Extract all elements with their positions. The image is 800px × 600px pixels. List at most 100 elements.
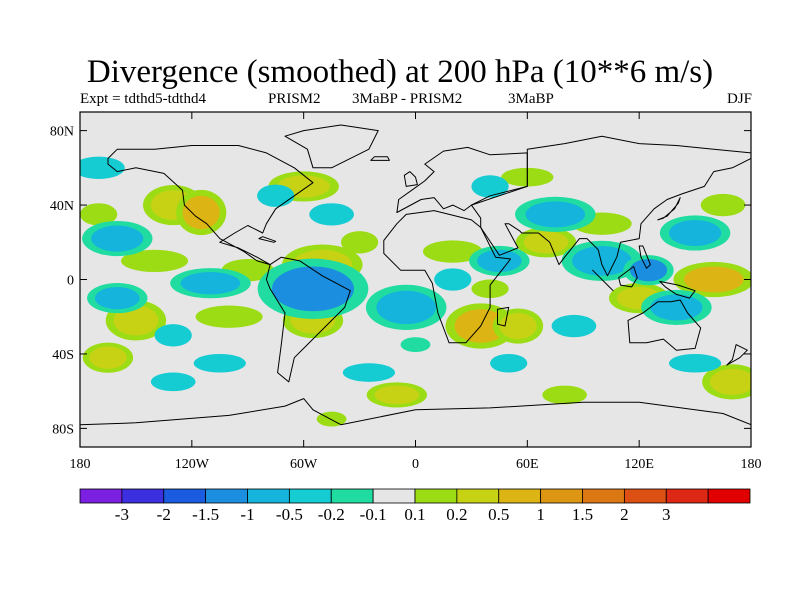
coastline-south-america — [265, 256, 351, 383]
divergence-negative-region — [342, 363, 395, 382]
y-tick-label: 0 — [67, 274, 74, 289]
colorbar-swatch — [163, 488, 207, 504]
divergence-positive-region — [499, 313, 537, 340]
divergence-positive-region — [113, 305, 159, 336]
coastline-sumatra — [592, 269, 614, 292]
divergence-negative-region — [150, 372, 196, 392]
colorbar-swatch — [330, 488, 374, 504]
colorbar-label: 1.5 — [571, 505, 594, 524]
divergence-negative-region — [80, 156, 125, 179]
subtitle-center-1: PRISM2 — [268, 91, 321, 107]
coastline-australia — [627, 299, 702, 351]
colorbar-label: -1 — [240, 505, 255, 524]
coastline-antarctica — [80, 398, 751, 447]
colorbar-label: 0.2 — [446, 505, 468, 524]
coastline-borneo — [618, 266, 638, 288]
divergence-negative-region — [193, 353, 246, 373]
divergence-negative-region — [376, 290, 437, 325]
divergence-negative-region — [668, 353, 722, 373]
x-tick-label: 60W — [290, 457, 318, 472]
x-tick-label: 120E — [624, 457, 654, 472]
divergence-positive-region — [422, 240, 483, 263]
subtitle-center-3: 3MaBP — [508, 91, 554, 107]
colorbar-label: -2 — [156, 505, 171, 524]
subtitle-center-2: 3MaBP - PRISM2 — [352, 91, 463, 107]
divergence-negative-region — [400, 337, 431, 353]
coastline-greenland — [284, 124, 379, 169]
experiment-label: Expt = tdthd5-tdthd4 — [80, 91, 206, 107]
colorbar-label: -0.2 — [317, 505, 345, 524]
y-tick-label: 40N — [50, 199, 74, 214]
colorbar-label: 0.5 — [488, 505, 510, 524]
divergence-negative-region — [477, 249, 522, 273]
x-tick-label: 60E — [516, 457, 539, 472]
divergence-positive-region — [683, 266, 744, 293]
coastline-asia — [470, 135, 751, 277]
y-tick-label: 80S — [52, 422, 74, 437]
colorbar-swatch — [121, 488, 165, 504]
divergence-negative-region — [309, 203, 354, 226]
colorbar-swatch — [582, 488, 625, 504]
divergence-negative-region — [650, 294, 703, 321]
colorbar-label: 1 — [536, 505, 545, 524]
x-tick-label: 0 — [412, 457, 419, 472]
colorbar-swatch — [498, 488, 542, 504]
coastline-iceland — [370, 156, 390, 161]
divergence-negative-region — [271, 266, 354, 312]
divergence-negative-region — [490, 353, 528, 373]
colorbar-label: 3 — [662, 505, 671, 524]
colorbar-swatch — [414, 488, 458, 504]
coastline-philippines — [638, 245, 651, 269]
coastline-cuba — [258, 236, 277, 243]
divergence-positive-region — [374, 385, 420, 405]
colorbar-swatch — [247, 488, 290, 504]
divergence-negative-region — [434, 268, 472, 291]
colorbar-label: -1.5 — [192, 505, 220, 524]
x-tick-label: 180 — [70, 457, 91, 472]
divergence-negative-region — [572, 246, 632, 276]
colorbar-swatch — [665, 488, 709, 504]
y-tick-label: 80N — [50, 125, 74, 140]
divergence-negative-region — [180, 272, 241, 295]
divergence-negative-region — [525, 201, 586, 228]
divergence-positive-region — [710, 368, 751, 395]
divergence-positive-region — [700, 193, 746, 217]
coastline-japan — [657, 197, 681, 221]
colorbar-swatch — [623, 488, 667, 504]
page-title: Divergence (smoothed) at 200 hPa (10**6 … — [86, 54, 714, 90]
divergence-positive-region — [195, 305, 263, 328]
coastline-africa — [383, 210, 512, 344]
divergence-negative-region — [154, 324, 192, 347]
x-tick-label: 180 — [741, 457, 762, 472]
coastline-new-zealand — [726, 344, 748, 366]
colorbar-swatch — [79, 488, 123, 504]
x-tick-label: 120W — [175, 457, 210, 472]
divergence-positive-region — [542, 385, 587, 405]
colorbar-swatch — [707, 488, 751, 504]
season-label: DJF — [726, 91, 752, 107]
colorbar-label: -0.1 — [359, 505, 387, 524]
coastline-madagascar — [497, 306, 510, 327]
divergence-negative-region — [629, 259, 668, 282]
colorbar-swatch — [456, 488, 500, 504]
divergence-positive-region — [523, 231, 569, 254]
divergence-positive-region — [121, 249, 189, 273]
divergence-negative-region — [91, 225, 144, 252]
divergence-negative-region — [551, 314, 597, 338]
divergence-negative-region — [471, 175, 509, 198]
colorbar-label: 0.1 — [404, 505, 426, 524]
colorbar-label: -0.5 — [275, 505, 303, 524]
divergence-positive-region — [89, 346, 127, 369]
colorbar-label: 2 — [620, 505, 629, 524]
divergence-negative-region — [668, 219, 722, 247]
divergence-positive-region — [80, 203, 118, 226]
colorbar-swatch — [288, 488, 332, 504]
colorbar-swatch — [205, 488, 248, 504]
coastline-north-america — [107, 145, 314, 266]
colorbar-swatch — [540, 488, 583, 504]
coastline-uk — [403, 171, 418, 187]
y-tick-label: 40S — [52, 348, 74, 363]
divergence-positive-region — [182, 195, 220, 230]
coastline-new-guinea — [659, 280, 696, 299]
